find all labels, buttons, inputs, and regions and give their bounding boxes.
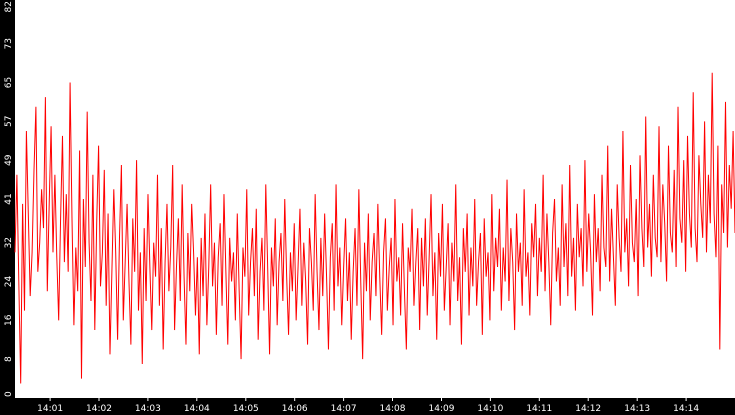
y-axis: 0 8 16 24 32 41 49 57 65 73 82 — [4, 1, 14, 397]
series-line-0 — [14, 72, 735, 384]
y-tick-label: 0 — [4, 391, 14, 397]
x-tick-label: 14:08 — [380, 404, 406, 414]
x-tick-label: 14:02 — [86, 404, 112, 414]
y-tick-label: 16 — [4, 314, 14, 326]
x-tick-label: 14:06 — [282, 404, 308, 414]
x-tick-label: 14:11 — [526, 404, 552, 414]
x-tick-label: 14:09 — [429, 404, 455, 414]
y-tick-label: 82 — [4, 1, 14, 12]
x-tick-label: 14:12 — [575, 404, 601, 414]
x-axis: 14:01 14:02 14:03 14:04 14:05 14:06 14:07 14:08… — [37, 398, 699, 414]
x-tick-label: 14:03 — [135, 404, 161, 414]
x-tick-label: 14:04 — [184, 404, 210, 414]
y-tick-label: 8 — [4, 356, 14, 362]
y-tick-label: 73 — [4, 38, 14, 49]
x-tick-label: 14:14 — [673, 404, 699, 414]
plot-background — [15, 0, 735, 398]
series-group — [14, 72, 735, 384]
y-tick-label: 41 — [4, 193, 14, 204]
x-tick-label: 14:13 — [624, 404, 650, 414]
y-tick-label: 57 — [4, 116, 14, 127]
y-tick-label: 65 — [4, 77, 14, 88]
x-tick-label: 14:07 — [331, 404, 357, 414]
y-tick-label: 49 — [4, 154, 14, 166]
y-tick-label: 32 — [4, 237, 14, 248]
x-tick-label: 14:01 — [37, 404, 63, 414]
x-tick-label: 14:05 — [233, 404, 259, 414]
y-tick-label: 24 — [4, 276, 14, 288]
x-tick-label: 14:10 — [477, 404, 503, 414]
